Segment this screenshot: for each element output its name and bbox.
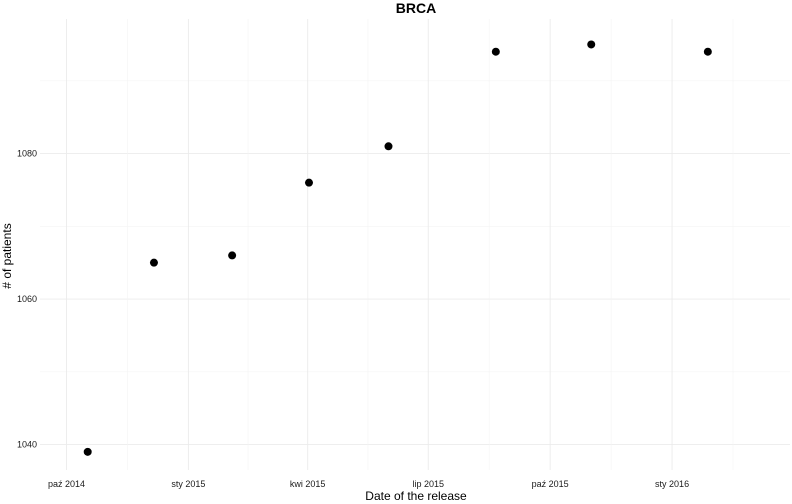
data-point — [149, 258, 158, 267]
x-tick-label: paź 2014 — [48, 479, 85, 489]
points-layer — [83, 40, 712, 456]
chart-title: BRCA — [396, 0, 436, 16]
y-tick-label: 1060 — [17, 294, 37, 304]
ticks-layer: 1040 1060 1080 paź 2014 sty 2015 kwi 2015 lip … — [17, 149, 689, 489]
data-point — [384, 142, 393, 151]
y-tick-label: 1080 — [17, 149, 37, 159]
y-tick-label: 1040 — [17, 440, 37, 450]
data-point — [703, 47, 712, 56]
grid-layer — [40, 19, 790, 470]
x-tick-label: kwi 2015 — [290, 479, 326, 489]
x-axis-title: Date of the release — [365, 489, 467, 503]
data-point — [587, 40, 596, 49]
data-point — [83, 447, 92, 456]
x-tick-label: sty 2015 — [171, 479, 205, 489]
x-tick-label: sty 2016 — [655, 479, 689, 489]
x-tick-label: lip 2015 — [412, 479, 444, 489]
data-point — [228, 251, 237, 260]
y-axis-title: # of patients — [0, 223, 14, 288]
x-tick-label: paź 2015 — [532, 479, 569, 489]
data-point — [491, 47, 500, 56]
data-point — [304, 178, 313, 187]
